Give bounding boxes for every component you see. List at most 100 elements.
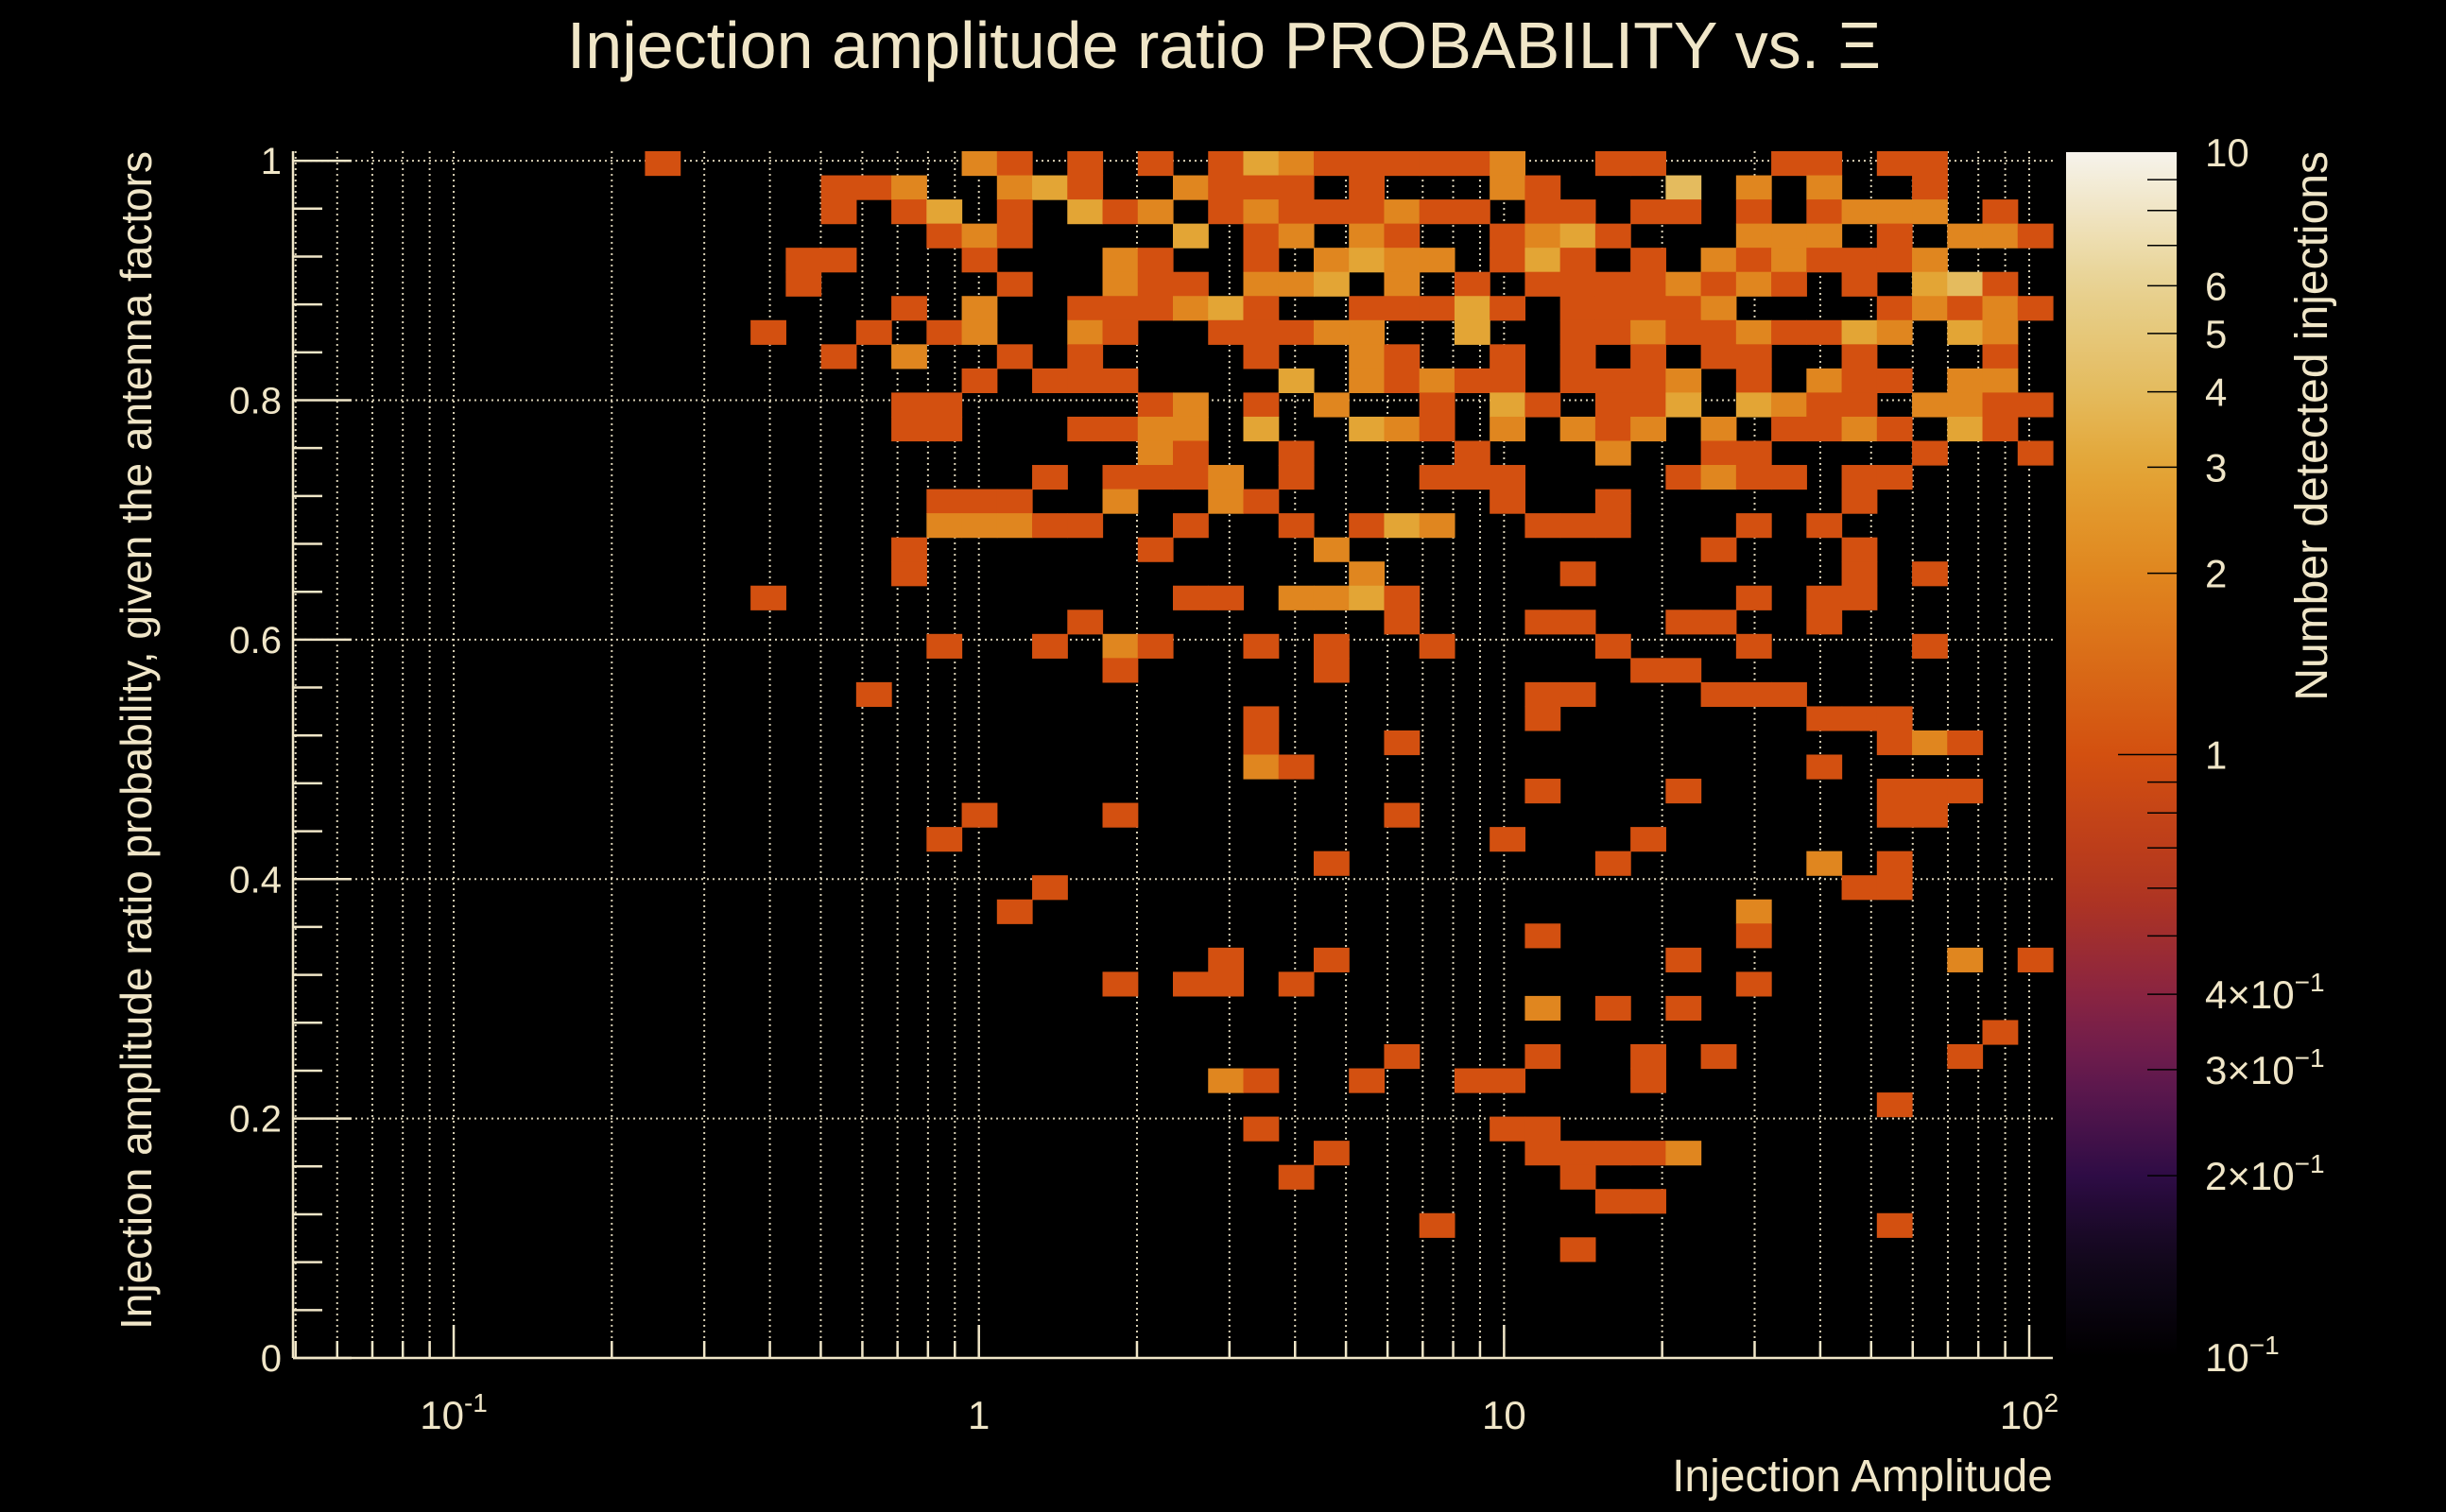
x-tick-label: 1	[968, 1393, 990, 1437]
heatmap-cell	[961, 319, 998, 345]
heatmap-cell	[1665, 175, 1702, 200]
heatmap-cell	[1490, 416, 1525, 442]
heatmap-cell	[1313, 633, 1350, 659]
chart-title: Injection amplitude ratio PROBABILITY vs…	[567, 9, 1881, 82]
heatmap-cell	[1102, 271, 1139, 297]
heatmap-cell	[1912, 730, 1948, 756]
heatmap-cell	[996, 489, 1033, 514]
heatmap-cell	[1490, 489, 1525, 514]
heatmap-cell	[1700, 440, 1737, 466]
colorbar-tick-label: 2	[2205, 552, 2227, 596]
heatmap-cell	[996, 199, 1033, 225]
heatmap-cell	[1243, 392, 1280, 418]
heatmap-cell	[1102, 368, 1139, 393]
heatmap-cell	[1490, 1068, 1525, 1093]
heatmap-cell	[1102, 319, 1139, 345]
heatmap-cell	[1947, 296, 1984, 321]
heatmap-cell	[926, 489, 963, 514]
heatmap-cell	[891, 392, 927, 418]
heatmap-cell	[1735, 513, 1772, 539]
heatmap-cell	[1594, 633, 1631, 659]
y-tick-label: 0.8	[229, 381, 282, 422]
heatmap-cell	[1313, 319, 1350, 345]
heatmap-cell	[1735, 971, 1772, 997]
heatmap-cell	[1700, 537, 1737, 562]
heatmap-cell	[1067, 199, 1104, 225]
heatmap-cell	[1982, 392, 2019, 418]
heatmap-cell	[1806, 175, 1843, 200]
heatmap-cell	[1137, 248, 1174, 273]
heatmap-cell	[1419, 296, 1456, 321]
heatmap-cell	[1559, 1141, 1596, 1166]
heatmap-cell	[1524, 175, 1561, 200]
heatmap-cell	[1806, 513, 1843, 539]
heatmap-cell	[961, 151, 998, 177]
heatmap-cell	[1665, 947, 1702, 972]
y-tick-label: 0.2	[229, 1099, 282, 1141]
heatmap-cell	[1173, 971, 1209, 997]
heatmap-cell	[1771, 151, 1807, 177]
heatmap-cell	[1700, 248, 1737, 273]
colorbar-tick-label: 10−1	[2205, 1331, 2280, 1380]
y-axis-title: Injection amplitude ratio probability, g…	[112, 151, 161, 1330]
heatmap-cell	[1384, 151, 1421, 177]
heatmap-cell	[1594, 296, 1631, 321]
heatmap-cell	[1490, 827, 1525, 852]
heatmap-cell	[1947, 416, 1984, 442]
heatmap-cell	[1771, 223, 1807, 249]
heatmap-cell	[1137, 633, 1174, 659]
heatmap-cell	[1806, 368, 1843, 393]
heatmap-cell	[1665, 658, 1702, 683]
heatmap-cell	[1384, 1043, 1421, 1070]
heatmap-cell	[1982, 344, 2019, 369]
heatmap-cell	[1173, 513, 1209, 539]
heatmap-cell	[1594, 440, 1631, 466]
heatmap-cell	[1841, 392, 1878, 418]
heatmap-cell	[1208, 151, 1245, 177]
heatmap-cell	[1876, 416, 1913, 442]
heatmap-cell	[1876, 199, 1913, 225]
heatmap-cell	[926, 199, 963, 225]
heatmap-cell	[1419, 151, 1456, 177]
heatmap-cell	[1771, 465, 1807, 490]
heatmap-cell	[1243, 344, 1280, 369]
heatmap-cells	[645, 151, 2054, 1263]
heatmap-cell	[1208, 175, 1245, 200]
heatmap-cell	[1630, 368, 1666, 393]
heatmap-cell	[1876, 1092, 1913, 1118]
heatmap-cell	[1630, 1043, 1666, 1070]
heatmap-cell	[1559, 199, 1596, 225]
heatmap-cell	[1912, 175, 1948, 200]
heatmap-cell	[1771, 271, 1807, 297]
heatmap-cell	[1032, 875, 1068, 901]
heatmap-cell	[1102, 658, 1139, 683]
heatmap-cell	[1594, 319, 1631, 345]
heatmap-cell	[1700, 416, 1737, 442]
heatmap-cell	[1594, 223, 1631, 249]
heatmap-cell	[1243, 1068, 1280, 1093]
heatmap-cell	[1313, 585, 1350, 610]
heatmap-cell	[996, 175, 1033, 200]
heatmap-cell	[1243, 633, 1280, 659]
heatmap-cell	[1594, 1141, 1631, 1166]
heatmap-cell	[1243, 754, 1280, 780]
heatmap-cell	[1243, 296, 1280, 321]
heatmap-cell	[750, 319, 786, 345]
heatmap-cell	[1559, 1164, 1596, 1190]
heatmap-cell	[1243, 706, 1280, 731]
heatmap-cell	[855, 681, 892, 708]
heatmap-cell	[1208, 319, 1245, 345]
heatmap-cell	[1278, 151, 1315, 177]
heatmap-cell	[926, 416, 963, 442]
heatmap-cell	[1735, 681, 1772, 708]
heatmap-cell	[1559, 223, 1596, 249]
heatmap-cell	[1912, 151, 1948, 177]
heatmap-cell	[1841, 199, 1878, 225]
heatmap-cell	[1982, 199, 2019, 225]
heatmap-cell	[1982, 1020, 2019, 1045]
heatmap-cell	[1137, 537, 1174, 562]
heatmap-cell	[1067, 368, 1104, 393]
heatmap-cell	[1490, 248, 1525, 273]
heatmap-cell	[1771, 392, 1807, 418]
